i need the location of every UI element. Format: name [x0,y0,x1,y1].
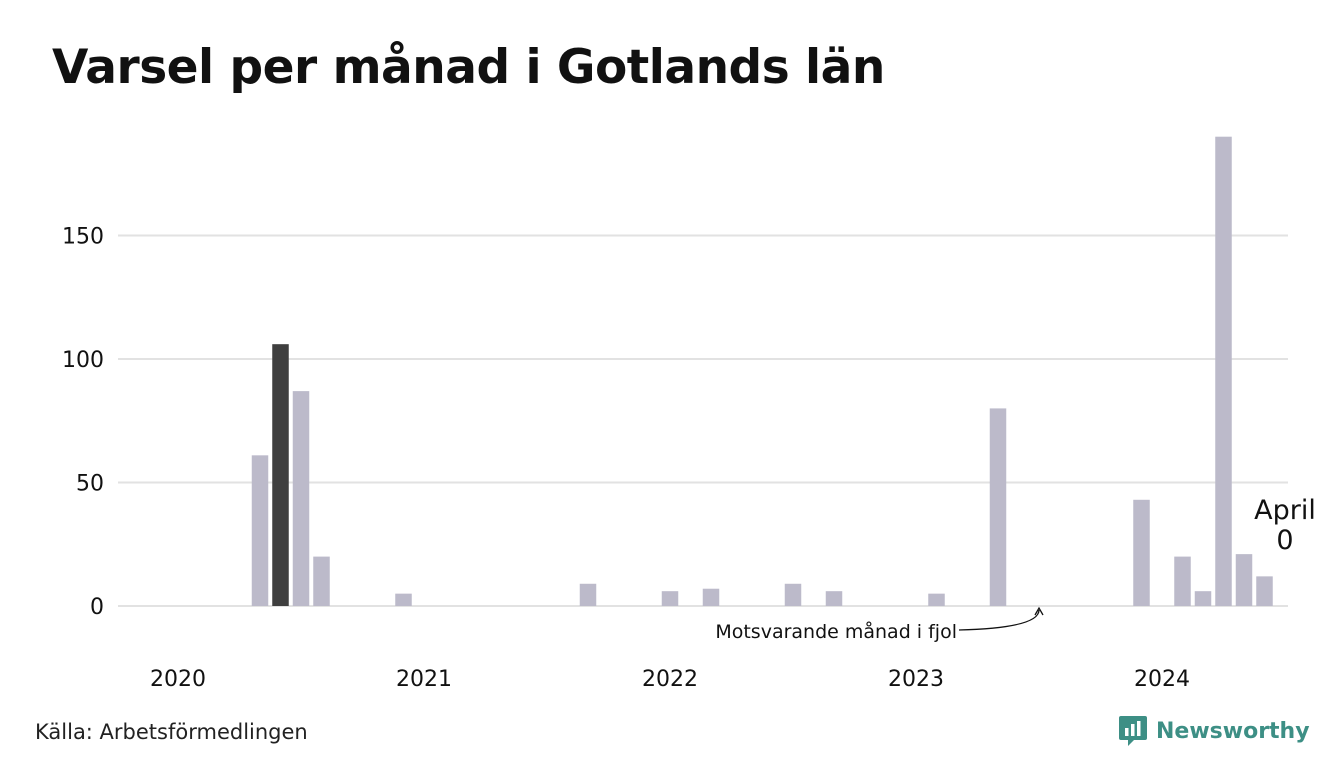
y-tick-label: 50 [76,472,104,497]
annotation-arrowhead [1034,606,1044,616]
newsworthy-logo-icon [1119,716,1147,746]
bar [272,344,289,606]
last-year-annotation: Motsvarande månad i fjol [715,620,957,643]
x-tick-label: 2022 [642,667,698,692]
bar [579,583,597,606]
y-tick-label: 100 [62,348,104,373]
bar [661,591,679,606]
x-tick-label: 2020 [150,667,206,692]
bar [313,556,330,606]
bar [1133,499,1150,606]
latest-month-label: April [1254,495,1316,526]
brand-name: Newsworthy [1156,718,1310,744]
bar [702,588,720,606]
bar [1235,554,1253,606]
annotation-arrow [958,609,1040,631]
y-tick-label: 150 [62,225,104,250]
bar [1215,136,1232,606]
y-tick-label: 0 [90,595,104,620]
latest-month-value: 0 [1276,525,1293,556]
bar [1194,591,1212,606]
x-tick-label: 2023 [888,667,944,692]
bar [395,593,412,606]
source-note: Källa: Arbetsförmedlingen [35,720,308,744]
chart-title: Varsel per månad i Gotlands län [52,40,885,95]
brand-logo: Newsworthy [1118,714,1310,748]
bar [1174,556,1191,606]
bar [784,583,802,606]
bar [292,391,310,606]
x-tick-label: 2021 [396,667,452,692]
bar [989,408,1007,606]
bar [251,455,269,606]
x-tick-label: 2024 [1134,667,1190,692]
bar [825,591,843,606]
bar [1256,576,1273,606]
bar [928,593,945,606]
